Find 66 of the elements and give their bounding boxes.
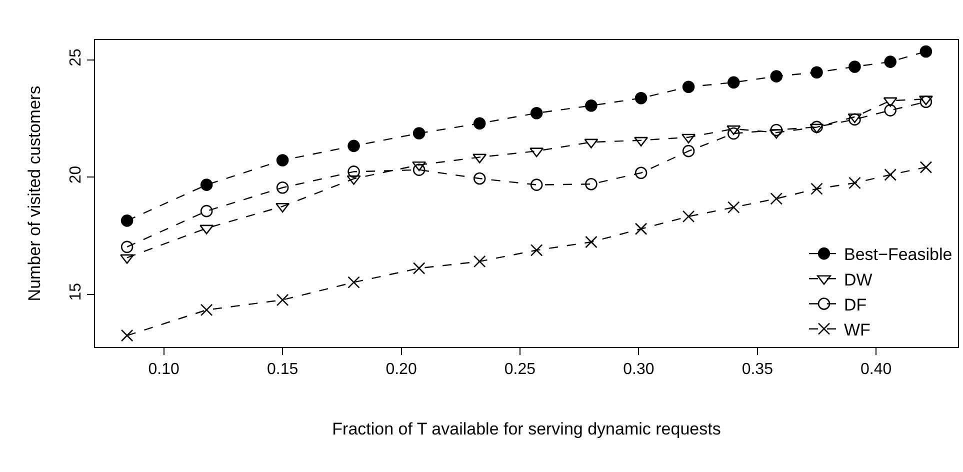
point xyxy=(884,168,896,181)
point xyxy=(200,304,213,316)
x-tick-label: 0.40 xyxy=(860,361,892,378)
point xyxy=(810,182,823,195)
x-tick-label: 0.30 xyxy=(623,361,654,378)
y-tick-label: 25 xyxy=(68,48,85,66)
point xyxy=(412,164,426,176)
point xyxy=(848,176,861,190)
point xyxy=(727,201,740,214)
point xyxy=(530,178,543,191)
point xyxy=(348,276,360,288)
y-axis-title: Number of visited customers xyxy=(25,86,44,302)
point xyxy=(530,244,543,256)
point xyxy=(530,106,543,120)
y-tick-label: 15 xyxy=(68,282,85,301)
point xyxy=(920,96,932,108)
point xyxy=(848,113,861,126)
point xyxy=(727,127,740,140)
point xyxy=(884,104,896,116)
point xyxy=(276,294,289,306)
x-axis-title: Fraction of T available for serving dynamic requests xyxy=(332,420,721,439)
point xyxy=(473,117,486,130)
point xyxy=(348,166,360,178)
point xyxy=(120,214,134,227)
point xyxy=(412,262,426,274)
point xyxy=(884,56,896,68)
y-tick-label: 20 xyxy=(68,166,85,184)
point xyxy=(810,120,823,134)
point xyxy=(473,255,486,268)
point xyxy=(634,222,648,236)
point xyxy=(810,66,823,78)
point xyxy=(276,154,289,166)
legend-label: WF xyxy=(844,320,870,340)
point xyxy=(276,181,289,194)
point xyxy=(585,236,598,248)
point xyxy=(348,140,360,152)
point xyxy=(120,329,134,342)
point xyxy=(585,178,598,190)
point xyxy=(682,80,695,94)
point xyxy=(770,192,783,205)
point xyxy=(276,202,290,213)
point xyxy=(473,172,486,185)
x-tick-label: 0.25 xyxy=(504,361,536,378)
x-tick-label: 0.15 xyxy=(266,361,298,378)
x-tick-label: 0.35 xyxy=(742,361,774,378)
point xyxy=(200,178,213,191)
legend-label: Best−Feasible xyxy=(844,245,952,264)
point xyxy=(585,99,598,112)
point xyxy=(770,124,783,136)
x-tick-label: 0.20 xyxy=(386,361,417,378)
point xyxy=(412,127,426,140)
point xyxy=(682,144,695,158)
point xyxy=(848,113,862,124)
point xyxy=(770,70,783,82)
point xyxy=(682,210,695,223)
x-tick-label: 0.10 xyxy=(148,361,180,378)
point xyxy=(848,60,861,73)
point xyxy=(634,92,648,104)
point xyxy=(200,204,213,218)
point xyxy=(634,166,648,180)
legend-label: DW xyxy=(844,270,872,290)
point xyxy=(120,240,134,254)
point xyxy=(727,76,740,89)
legend-label: DF xyxy=(844,295,867,314)
point xyxy=(920,161,932,174)
point xyxy=(920,45,932,58)
